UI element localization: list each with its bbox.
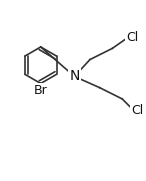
Text: N: N (69, 70, 80, 83)
Text: Cl: Cl (132, 104, 144, 117)
Text: Cl: Cl (126, 31, 138, 44)
Text: Br: Br (34, 84, 48, 97)
